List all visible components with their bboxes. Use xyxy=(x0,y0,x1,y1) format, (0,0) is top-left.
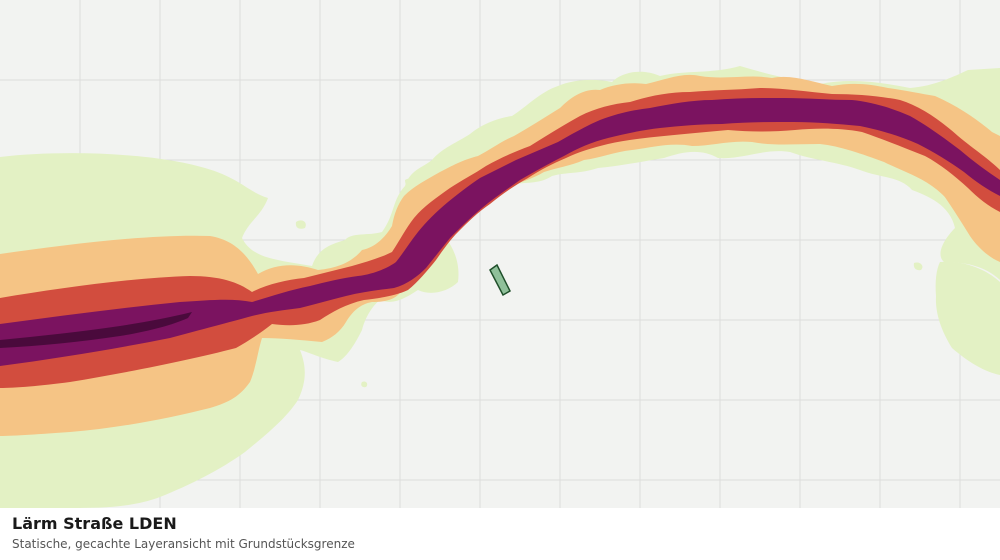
layer-caption: Lärm Straße LDEN Statische, gecachte Lay… xyxy=(0,508,1000,560)
noise-band-5 xyxy=(0,312,192,348)
noise-band-4 xyxy=(0,98,1000,366)
layer-title: Lärm Straße LDEN xyxy=(12,514,177,533)
layer-subtitle: Statische, gecachte Layeransicht mit Gru… xyxy=(12,537,355,551)
noise-band-2 xyxy=(0,74,1000,437)
noise-map-view xyxy=(0,0,1000,508)
parcel-boundary xyxy=(489,263,511,297)
noise-map-canvas xyxy=(0,0,1000,508)
